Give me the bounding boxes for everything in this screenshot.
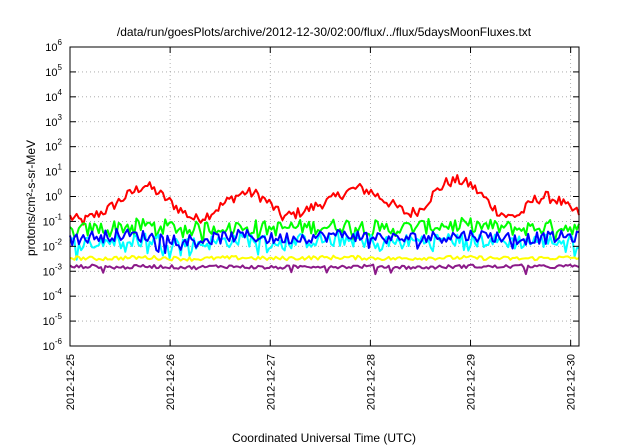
series-line-3 [69, 231, 580, 261]
series-layer [69, 174, 580, 276]
y-tick-label: 10-3 [43, 262, 63, 278]
series-line-4 [69, 227, 580, 254]
x-tick-label: 2012-12-25 [65, 354, 77, 410]
y-tick-label: 10-4 [43, 287, 63, 303]
y-tick-label: 105 [45, 63, 62, 79]
y-tick-label: 100 [45, 188, 62, 204]
chart-title: /data/run/goesPlots/archive/2012-12-30/0… [117, 25, 532, 39]
series-line-6 [69, 263, 580, 276]
x-axis-label: Coordinated Universal Time (UTC) [232, 431, 416, 445]
y-tick-label: 103 [45, 113, 62, 129]
y-axis-label: protons/cm²-s-sr-MeV [24, 140, 38, 256]
y-tick-label: 101 [45, 163, 62, 179]
y-tick-label: 102 [45, 138, 62, 154]
y-tick-label: 104 [45, 88, 62, 104]
grid-layer [70, 47, 579, 346]
series-line-2 [69, 216, 580, 245]
x-tick-label: 2012-12-26 [165, 354, 177, 410]
y-tick-label: 10-1 [43, 212, 63, 228]
series-line-1 [69, 174, 580, 226]
y-tick-label: 10-6 [43, 337, 63, 353]
axis-layer: 10-6 10-5 10-4 10-3 10-2 10-1 100 101 102 103 104 1… [43, 38, 579, 410]
series-line-5 [69, 254, 580, 262]
x-tick-label: 2012-12-28 [365, 354, 377, 410]
plot-frame [69, 46, 580, 347]
x-tick-label: 2012-12-27 [265, 354, 277, 410]
y-tick-label: 10-5 [43, 312, 63, 328]
y-tick-label: 10-2 [43, 237, 63, 253]
x-tick-label: 2012-12-30 [566, 354, 578, 410]
x-tick-label: 2012-12-29 [466, 354, 478, 410]
y-tick-label: 106 [45, 38, 62, 54]
